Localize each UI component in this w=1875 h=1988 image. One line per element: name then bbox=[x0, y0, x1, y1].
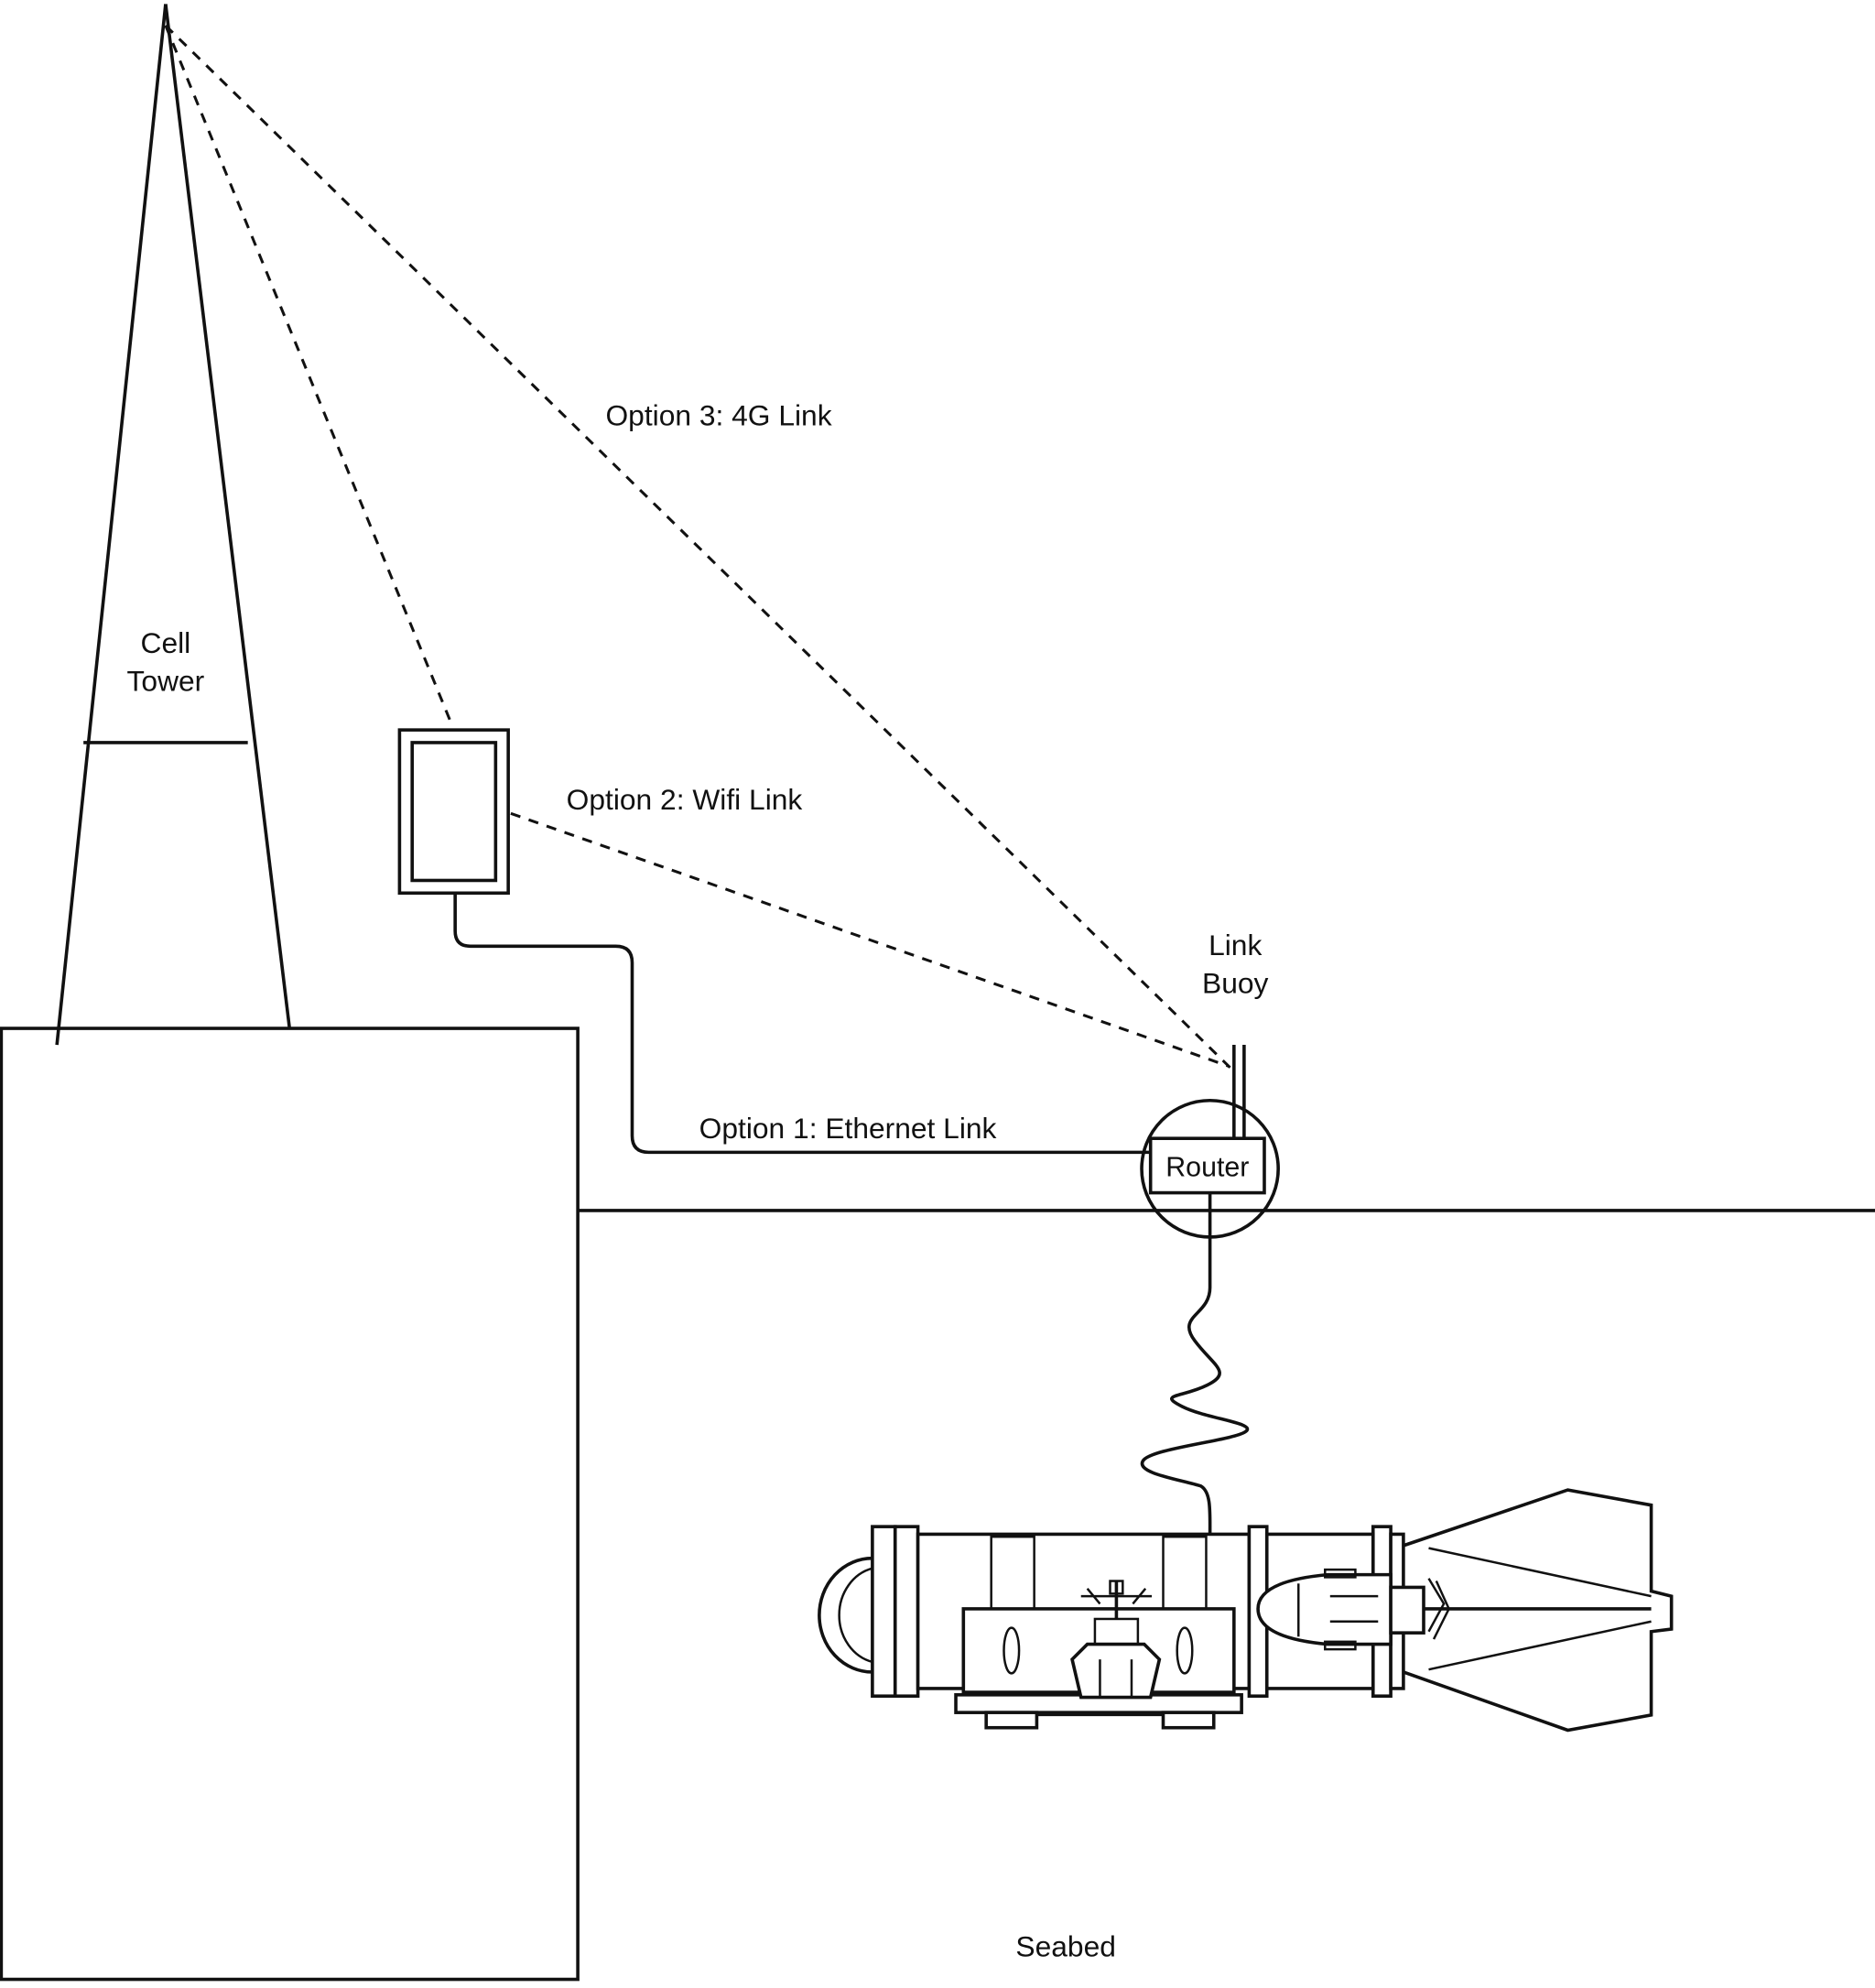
option3-4g-link bbox=[164, 24, 1234, 1071]
option1-label: Option 1: Ethernet Link bbox=[699, 1112, 997, 1145]
router-label: Router bbox=[1165, 1152, 1249, 1183]
underwater-rov bbox=[818, 1488, 1674, 1733]
cell-tower bbox=[55, 4, 292, 1046]
seabed-label: Seabed bbox=[1015, 1930, 1115, 1963]
wifi-access-point bbox=[397, 728, 510, 896]
land-block bbox=[0, 1027, 580, 1982]
option2-wifi-link bbox=[510, 811, 1230, 1068]
tether-cable bbox=[1140, 1192, 1250, 1537]
link-buoy-label-line2: Buoy bbox=[1202, 966, 1268, 999]
link-buoy-label-line1: Link bbox=[1208, 929, 1262, 961]
router-box bbox=[1148, 1136, 1266, 1195]
option2-label: Option 2: Wifi Link bbox=[567, 783, 803, 816]
option1-ethernet-cable bbox=[453, 893, 1151, 1155]
cell-tower-label-line2: Tower bbox=[127, 664, 205, 697]
option3-label: Option 3: 4G Link bbox=[605, 398, 831, 431]
tower-to-wifi-link bbox=[164, 25, 453, 724]
cell-tower-label-line1: Cell bbox=[141, 626, 191, 659]
